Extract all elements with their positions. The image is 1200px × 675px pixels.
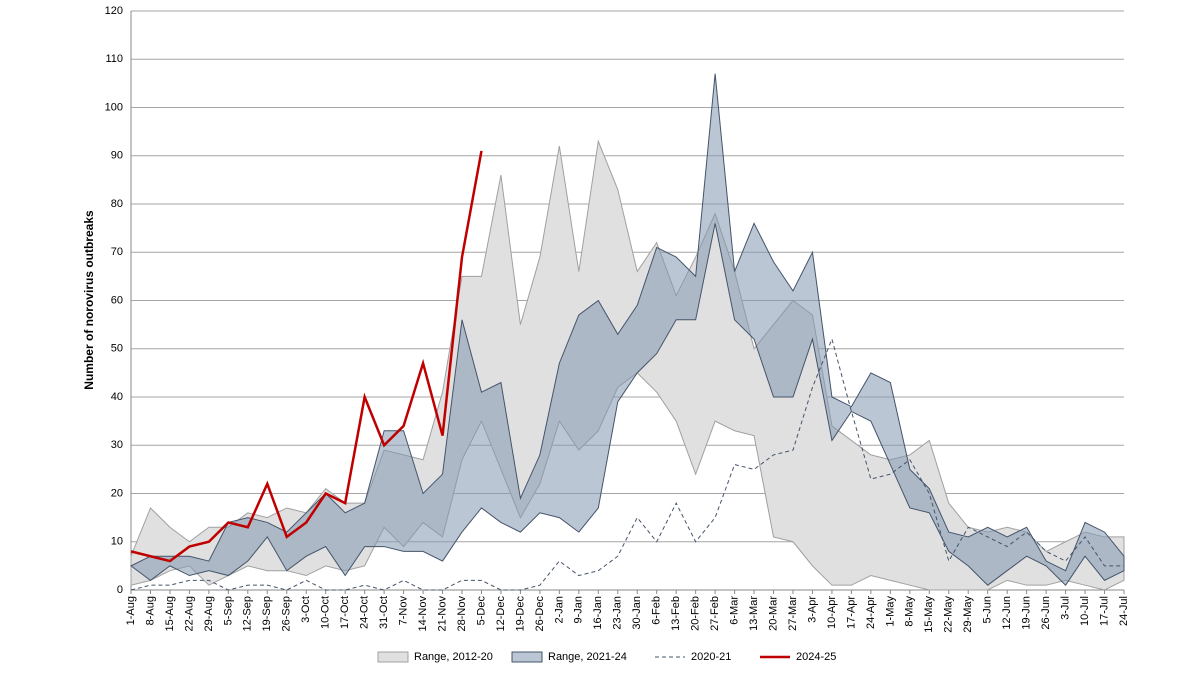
x-tick-label: 29-May: [962, 596, 974, 633]
y-tick-label: 40: [111, 391, 123, 403]
x-tick-label: 28-Nov: [456, 596, 468, 632]
y-tick-label: 80: [111, 198, 123, 210]
x-tick-label: 1-May: [884, 596, 896, 627]
x-tick-label: 8-May: [904, 596, 916, 627]
x-tick-label: 22-May: [943, 596, 955, 633]
x-tick-label: 12-Sep: [242, 596, 254, 631]
legend-swatch: [377, 651, 409, 663]
x-tick-label: 14-Nov: [417, 596, 429, 632]
y-tick-label: 30: [111, 439, 123, 451]
y-tick-label: 60: [111, 294, 123, 306]
series-line: [130, 150, 483, 563]
x-tick-label: 10-Jul: [1079, 596, 1091, 626]
x-tick-label: 7-Nov: [397, 596, 409, 626]
x-tick-label: 5-Jun: [982, 596, 994, 624]
x-tick-label: 26-Dec: [534, 596, 546, 632]
x-tick-label: 22-Aug: [183, 596, 195, 631]
y-tick-label: 50: [111, 343, 123, 355]
x-tick-label: 5-Sep: [222, 596, 234, 625]
x-tick-label: 26-Sep: [281, 596, 293, 631]
x-tick-label: 31-Oct: [378, 596, 390, 629]
legend-label: Range, 2012-20: [414, 651, 493, 663]
x-tick-label: 24-Apr: [865, 596, 877, 629]
x-tick-label: 20-Mar: [767, 596, 779, 631]
legend-label: 2024-25: [796, 651, 836, 663]
x-tick-label: 6-Mar: [728, 596, 740, 625]
x-tick-label: 10-Oct: [320, 596, 332, 629]
x-tick-label: 15-May: [923, 596, 935, 633]
x-tick-label: 10-Apr: [826, 596, 838, 629]
range-band: [130, 73, 1125, 586]
x-tick-label: 2-Jan: [553, 596, 565, 624]
y-tick-label: 110: [105, 53, 123, 65]
x-tick-label: 3-Apr: [806, 596, 818, 623]
series-line: [130, 337, 1124, 591]
x-tick-label: 17-Jul: [1098, 596, 1110, 626]
x-tick-label: 9-Jan: [573, 596, 585, 624]
x-tick-label: 19-Sep: [261, 596, 273, 631]
y-tick-label: 120: [105, 5, 123, 17]
legend-swatch: [511, 651, 543, 663]
legend-label: Range, 2021-24: [548, 651, 627, 663]
y-tick-label: 10: [111, 536, 123, 548]
x-tick-label: 6-Feb: [651, 596, 663, 625]
x-tick-label: 24-Oct: [359, 596, 371, 629]
y-tick-label: 100: [105, 101, 123, 113]
x-tick-label: 30-Jan: [631, 596, 643, 630]
x-tick-label: 26-Jun: [1040, 596, 1052, 630]
x-tick-label: 5-Dec: [475, 596, 487, 626]
x-tick-label: 21-Nov: [436, 596, 448, 632]
y-axis-label: Number of norovirus outbreaks: [82, 210, 96, 390]
y-tick-label: 20: [111, 487, 123, 499]
x-tick-label: 16-Jan: [592, 596, 604, 630]
legend-label: 2020-21: [691, 651, 731, 663]
x-tick-label: 24-Jul: [1118, 596, 1130, 626]
x-tick-label: 27-Feb: [709, 596, 721, 631]
x-tick-label: 12-Jun: [1001, 596, 1013, 630]
x-tick-label: 8-Aug: [144, 596, 156, 625]
x-tick-label: 29-Aug: [203, 596, 215, 631]
x-tick-label: 27-Mar: [787, 596, 799, 631]
x-tick-label: 13-Feb: [670, 596, 682, 631]
x-tick-label: 19-Dec: [514, 596, 526, 632]
x-tick-label: 17-Apr: [845, 596, 857, 629]
x-tick-label: 13-Mar: [748, 596, 760, 631]
x-tick-label: 3-Oct: [300, 596, 312, 623]
x-tick-label: 17-Oct: [339, 596, 351, 629]
x-tick-label: 19-Jun: [1021, 596, 1033, 630]
x-tick-label: 20-Feb: [690, 596, 702, 631]
x-tick-label: 15-Aug: [164, 596, 176, 631]
y-tick-label: 0: [117, 584, 123, 596]
x-tick-label: 1-Aug: [125, 596, 137, 625]
x-tick-label: 3-Jul: [1059, 596, 1071, 620]
y-tick-label: 70: [111, 246, 123, 258]
x-tick-label: 23-Jan: [612, 596, 624, 630]
y-tick-label: 90: [111, 150, 123, 162]
x-tick-label: 12-Dec: [495, 596, 507, 632]
